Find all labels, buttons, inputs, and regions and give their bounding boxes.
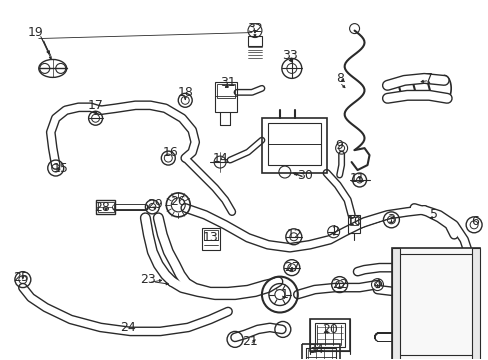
Text: 22: 22 (331, 278, 347, 291)
Text: 9: 9 (335, 139, 343, 152)
Text: 11: 11 (349, 171, 365, 185)
Text: 14: 14 (212, 152, 227, 165)
Text: 13: 13 (202, 231, 218, 244)
Bar (217, 84, 235, 98)
Bar (267, 123, 320, 165)
Text: 16: 16 (162, 145, 178, 159)
Bar (98, 202, 113, 212)
Text: 21: 21 (242, 335, 257, 348)
Text: 3: 3 (386, 213, 395, 226)
Text: 24: 24 (121, 321, 136, 334)
Text: 20: 20 (321, 323, 337, 336)
Text: 28: 28 (94, 201, 110, 215)
Bar (314, 323, 344, 347)
Bar (202, 228, 220, 250)
Bar (309, 319, 349, 351)
Bar (95, 200, 115, 214)
Text: 4: 4 (373, 278, 381, 291)
Text: 25: 25 (13, 271, 29, 284)
Text: 19: 19 (28, 26, 43, 39)
Text: 26: 26 (170, 195, 186, 208)
Text: 31: 31 (220, 76, 235, 89)
Bar (215, 82, 237, 112)
Text: 30: 30 (296, 168, 312, 181)
Bar (471, 248, 479, 360)
Text: 18: 18 (177, 86, 193, 99)
Text: 2: 2 (330, 225, 338, 238)
Text: 6: 6 (470, 215, 478, 228)
Text: 17: 17 (87, 99, 103, 112)
Bar (392, 248, 400, 360)
Text: 10: 10 (346, 215, 362, 228)
Text: 33: 33 (282, 49, 297, 62)
Bar (392, 248, 479, 360)
Bar (203, 230, 218, 240)
Text: 23: 23 (140, 273, 156, 286)
Text: 5: 5 (429, 208, 437, 221)
Bar (247, 36, 262, 45)
Text: 15: 15 (53, 162, 68, 175)
Text: 34: 34 (307, 343, 323, 356)
Bar (301, 345, 339, 360)
Text: 1: 1 (280, 288, 288, 301)
Bar (399, 254, 472, 355)
Text: 8: 8 (335, 72, 343, 85)
Bar (305, 348, 335, 360)
Text: 32: 32 (246, 22, 262, 35)
Bar (347, 215, 359, 233)
Bar (262, 118, 326, 173)
Bar (349, 217, 357, 225)
Text: 7: 7 (425, 72, 432, 85)
Text: 29: 29 (147, 198, 163, 211)
Text: 12: 12 (286, 228, 302, 241)
Text: 27: 27 (284, 261, 299, 274)
